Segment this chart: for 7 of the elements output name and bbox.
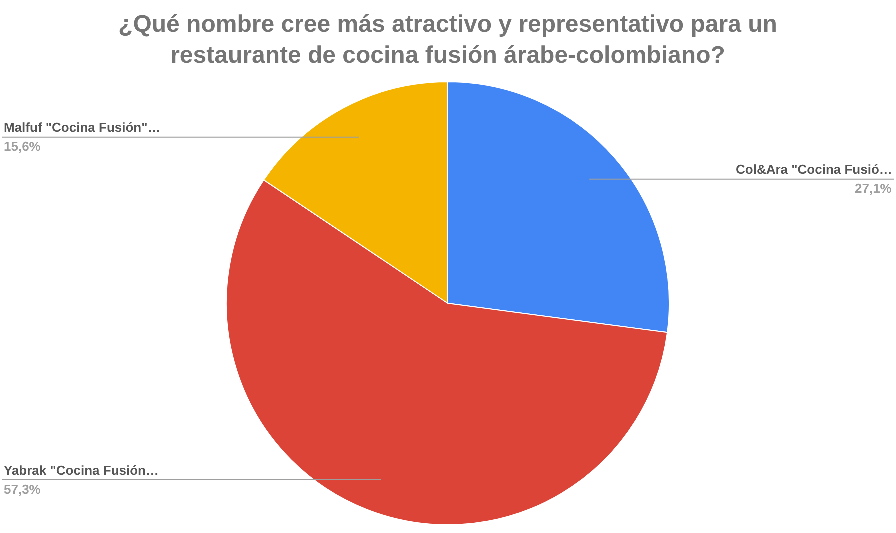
data-label: 27,1% (855, 181, 892, 196)
data-label: 57,3% (4, 482, 42, 497)
slice-label: Yabrak "Cocina Fusión… (4, 463, 159, 478)
data-label: 15,6% (4, 139, 42, 154)
chart-title: ¿Qué nombre cree más atractivo y representativo para un restaurante de cocina fusión árabe-colombiano? (118, 10, 778, 70)
slice-label: Malfuf "Cocina Fusión"… (4, 120, 161, 135)
slice-label: Col&Ara "Cocina Fusió… (736, 162, 892, 177)
